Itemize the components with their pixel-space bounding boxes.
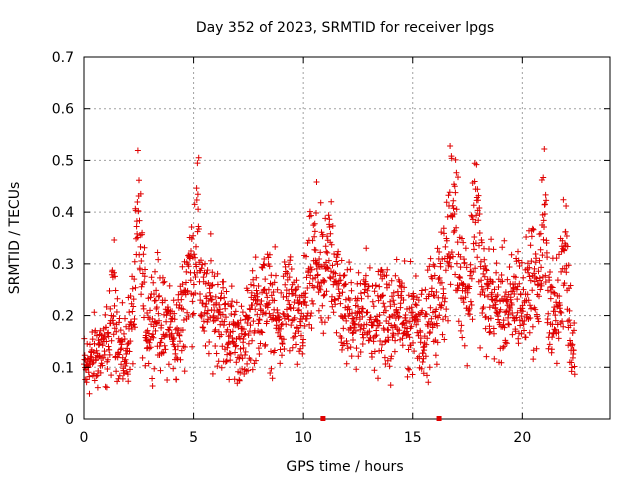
- y-tick-label: 0.5: [52, 153, 74, 169]
- x-axis-label: GPS time / hours: [286, 459, 403, 475]
- x-tick-label: 10: [294, 430, 312, 446]
- baseline-flag: [320, 416, 326, 421]
- scatter-markers: [81, 143, 578, 397]
- x-tick-label: 20: [513, 430, 531, 446]
- axis-ticks: 0 0.1 0.2 0.3 0.4 0.5 0.6 0.7 0 5 10 15 20: [52, 50, 610, 446]
- chart-title: Day 352 of 2023, SRMTID for receiver lpg…: [196, 20, 494, 36]
- y-axis-label: SRMTID / TECUs: [7, 182, 23, 295]
- x-tick-label: 0: [80, 430, 89, 446]
- baseline-flag: [436, 416, 442, 421]
- y-tick-label: 0: [65, 412, 74, 428]
- x-tick-label: 15: [404, 430, 422, 446]
- data-points: [81, 143, 578, 397]
- y-tick-label: 0.7: [52, 50, 74, 66]
- y-tick-label: 0.6: [52, 102, 74, 118]
- plot-frame: [83, 56, 611, 420]
- y-tick-label: 0.2: [52, 309, 74, 325]
- y-tick-label: 0.3: [52, 257, 74, 273]
- baseline-flags: [320, 416, 442, 421]
- y-tick-label: 0.4: [52, 205, 74, 221]
- x-tick-label: 5: [189, 430, 198, 446]
- y-tick-label: 0.1: [52, 360, 74, 376]
